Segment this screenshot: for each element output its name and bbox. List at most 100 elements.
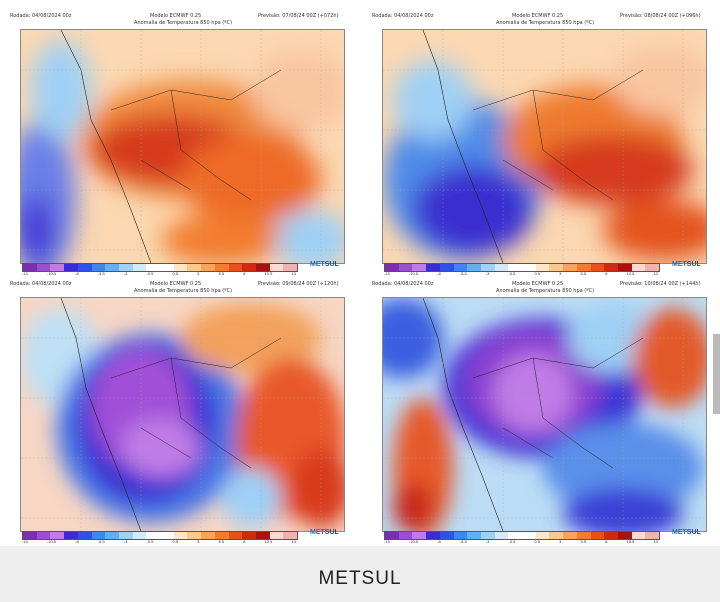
- run-label: Rodada: 04/08/2024 00z: [10, 13, 72, 19]
- map-panel-3: Rodada: 04/08/2024 00z Modelo ECMWF 0.25…: [8, 278, 358, 544]
- colorbar-tick-label: -8: [437, 271, 441, 276]
- metsul-logo: METSUL: [672, 529, 701, 536]
- colorbar-tick-label: -3: [485, 271, 490, 276]
- colorbar-swatch: [105, 264, 119, 271]
- colorbar-swatch: [645, 532, 660, 539]
- run-label: Rodada: 04/08/2024 00z: [10, 281, 72, 287]
- colorbar-tick-label: 13: [653, 271, 658, 276]
- colorbar-swatch: [480, 532, 495, 539]
- colorbar-tick-label: -10.5: [46, 271, 57, 276]
- colorbar-tick-label: -10.5: [46, 539, 57, 544]
- map-title: Anomalia de Temperatura 850 hpa (ºC): [495, 288, 595, 294]
- colorbar-swatch: [146, 532, 161, 539]
- colorbar-tick-label: 0.5: [534, 539, 541, 544]
- map-title: Anomalia de Temperatura 850 hpa (ºC): [133, 288, 233, 294]
- colorbar-swatch: [563, 532, 577, 539]
- colorbar-swatch: [467, 264, 481, 271]
- colorbar-tick-label: -8: [75, 539, 79, 544]
- colorbar-tick-label: -13: [384, 271, 390, 276]
- colorbar-swatch: [590, 532, 605, 539]
- colorbar-swatch: [201, 264, 215, 271]
- colorbar-swatch: [160, 532, 174, 539]
- colorbar-tick-label: 10.5: [264, 539, 273, 544]
- colorbar-swatch: [228, 532, 243, 539]
- colorbar-swatch: [398, 532, 413, 539]
- colorbar-swatch: [64, 532, 78, 539]
- temperature-anomaly-map: [20, 297, 345, 532]
- map-panel-1: Rodada: 04/08/2024 00z Modelo ECMWF 0.25…: [8, 10, 358, 276]
- colorbar-swatch: [160, 264, 174, 271]
- colorbar-tick-label: 5.5: [580, 539, 587, 544]
- colorbar-tick-label: 13: [291, 271, 296, 276]
- colorbar-swatch: [283, 532, 298, 539]
- metsul-logo: METSUL: [672, 261, 701, 268]
- colorbar-swatch: [535, 532, 550, 539]
- colorbar-tick-label: 3: [559, 271, 562, 276]
- metsul-logo: METSUL: [310, 261, 339, 268]
- colorbar-swatch: [631, 264, 646, 271]
- colorbar-swatch: [617, 532, 632, 539]
- colorbar-swatch: [412, 532, 427, 539]
- colorbar-swatch: [604, 264, 618, 271]
- colorbar: [22, 263, 298, 272]
- colorbar: [384, 531, 660, 540]
- colorbar-swatch: [118, 532, 133, 539]
- colorbar-tick-label: -0.5: [508, 539, 516, 544]
- colorbar-tick-label: 0.5: [534, 271, 541, 276]
- colorbar-swatch: [522, 264, 536, 271]
- colorbar-tick-label: 13: [653, 539, 658, 544]
- colorbar-tick-label: 10.5: [626, 539, 635, 544]
- colorbar-swatch: [228, 264, 243, 271]
- colorbar-swatch: [132, 264, 147, 271]
- colorbar-swatch: [50, 532, 65, 539]
- colorbar-tick-label: -0.5: [508, 271, 516, 276]
- run-label: Rodada: 04/08/2024 00z: [372, 13, 434, 19]
- model-label: Modelo ECMWF 0.25: [150, 13, 202, 19]
- colorbar-swatch: [23, 264, 37, 271]
- colorbar-ticks: -13 -10.5 -8 -5.5 -3 -0.5 0.5 3 5.5 8 10.5 13: [384, 271, 658, 276]
- colorbar-swatch: [576, 532, 591, 539]
- colorbar-swatch: [105, 532, 119, 539]
- colorbar-swatch: [617, 264, 632, 271]
- colorbar-tick-label: -3: [123, 271, 128, 276]
- colorbar-tick-label: -13: [22, 539, 28, 544]
- model-label: Modelo ECMWF 0.25: [512, 13, 564, 19]
- colorbar-swatch: [173, 264, 188, 271]
- scroll-edge-indicator: [713, 334, 720, 414]
- colorbar-swatch: [23, 532, 37, 539]
- colorbar-tick-label: 13: [291, 539, 296, 544]
- colorbar-tick-label: 5.5: [218, 271, 225, 276]
- colorbar-tick-label: 3: [197, 539, 200, 544]
- colorbar-tick-label: -3: [123, 539, 128, 544]
- colorbar-swatch: [242, 532, 256, 539]
- caption-text: METSUL: [318, 568, 402, 589]
- colorbar-swatch: [631, 532, 646, 539]
- colorbar-swatch: [645, 264, 660, 271]
- colorbar-swatch: [426, 532, 440, 539]
- map-title: Anomalia de Temperatura 850 hpa (ºC): [495, 20, 595, 26]
- colorbar-swatch: [214, 532, 229, 539]
- colorbar-tick-label: -13: [22, 271, 28, 276]
- colorbar-swatch: [91, 264, 106, 271]
- colorbar-ticks: -13 -10.5 -8 -5.5 -3 -0.5 0.5 3 5.5 8 10.5 13: [22, 539, 296, 544]
- colorbar-ticks: -13 -10.5 -8 -5.5 -3 -0.5 0.5 3 5.5 8 10.5 13: [22, 271, 296, 276]
- panel-header: Rodada: 04/08/2024 00z Modelo ECMWF 0.25…: [370, 278, 720, 290]
- colorbar-swatch: [453, 532, 468, 539]
- colorbar-tick-label: -8: [75, 271, 79, 276]
- forecast-label: Previsão: 09/08/24 00Z (+120h): [258, 281, 339, 287]
- colorbar-swatch: [426, 264, 440, 271]
- colorbar-swatch: [173, 532, 188, 539]
- colorbar-tick-label: -5.5: [97, 539, 105, 544]
- colorbar-swatch: [146, 264, 161, 271]
- colorbar-swatch: [604, 532, 618, 539]
- colorbar-swatch: [549, 264, 564, 271]
- colorbar-swatch: [36, 532, 51, 539]
- forecast-label: Previsão: 07/08/24 00Z (+072h): [258, 13, 339, 19]
- colorbar-tick-label: 3: [197, 271, 200, 276]
- colorbar-swatch: [563, 264, 577, 271]
- colorbar-tick-label: 5.5: [580, 271, 587, 276]
- colorbar-swatch: [91, 532, 106, 539]
- colorbar-swatch: [398, 264, 413, 271]
- forecast-label: Previsão: 08/08/24 00Z (+096h): [620, 13, 701, 19]
- panel-header: Rodada: 04/08/2024 00z Modelo ECMWF 0.25…: [8, 278, 358, 290]
